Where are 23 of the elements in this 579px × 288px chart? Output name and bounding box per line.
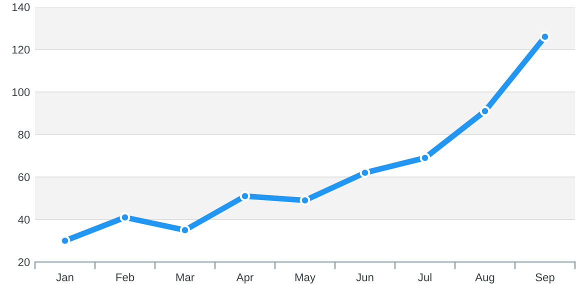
y-tick-label: 140 <box>12 3 30 12</box>
x-tick-label: Jul <box>418 273 432 282</box>
point <box>360 168 370 178</box>
point <box>240 190 250 202</box>
y-tick-label: 40 <box>18 216 30 224</box>
x-tick-label: May <box>295 274 316 284</box>
x-tick-label: Aug <box>475 274 494 284</box>
y-tick-label: 60 <box>18 173 30 182</box>
point <box>300 195 310 206</box>
point <box>540 32 550 42</box>
x-tick-label: Mar <box>176 274 194 282</box>
point <box>480 106 490 116</box>
x-tick-label: Sep <box>536 273 554 284</box>
y-tick-label: 120 <box>12 46 30 54</box>
x-tick-label: Feb <box>116 273 134 282</box>
x-tick-label: Jan <box>56 274 74 282</box>
y-tick-label: 80 <box>18 130 30 139</box>
point <box>120 212 130 223</box>
y-tick-label: 20 <box>18 258 30 266</box>
point <box>420 152 430 164</box>
y-tick-label: 100 <box>12 88 30 96</box>
x-tick-label: Apr <box>236 274 254 284</box>
x-tick-label: Jun <box>356 274 374 282</box>
